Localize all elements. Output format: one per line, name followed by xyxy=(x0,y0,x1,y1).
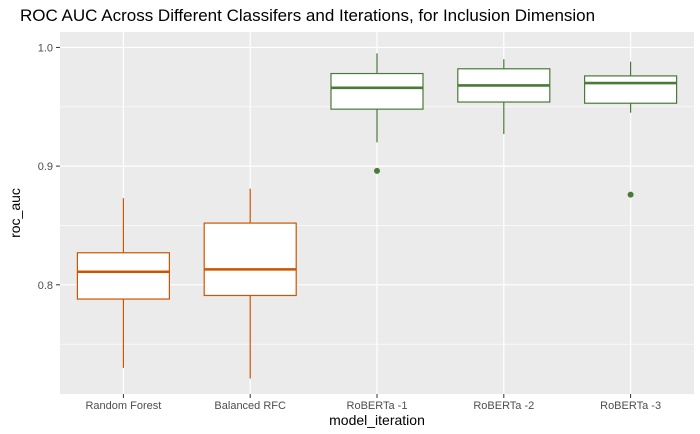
box-iqr xyxy=(330,72,424,110)
box-iqr xyxy=(583,75,678,104)
box-roberta-3 xyxy=(583,61,678,198)
box-balanced-rfc xyxy=(203,188,297,379)
box-roberta-1 xyxy=(330,53,424,174)
y-axis: 0.8 0.9 1.0 xyxy=(38,42,60,292)
box-iqr xyxy=(203,222,297,297)
y-tick-label: 1.0 xyxy=(38,42,53,54)
x-axis-title: model_iteration xyxy=(329,412,425,428)
outlier-point xyxy=(627,191,634,198)
chart-title: ROC AUC Across Different Classifers and … xyxy=(20,6,595,25)
box-iqr xyxy=(76,252,171,300)
x-tick-label: Balanced RFC xyxy=(214,400,286,412)
y-tick-label: 0.8 xyxy=(38,280,53,292)
y-tick-label: 0.9 xyxy=(38,161,53,173)
x-axis: Random Forest Balanced RFC RoBERTa -1 RoBER… xyxy=(85,394,661,412)
x-tick-label: RoBERTa -1 xyxy=(347,400,408,412)
box-layer xyxy=(76,53,678,379)
y-axis-title: roc_auc xyxy=(7,188,23,238)
outlier-point xyxy=(374,167,380,174)
box-roberta-2 xyxy=(457,59,551,135)
x-tick-label: Random Forest xyxy=(85,400,161,412)
x-tick-label: RoBERTa -2 xyxy=(473,400,534,412)
box-random-forest xyxy=(76,198,171,368)
x-tick-label: RoBERTa -3 xyxy=(600,400,661,412)
